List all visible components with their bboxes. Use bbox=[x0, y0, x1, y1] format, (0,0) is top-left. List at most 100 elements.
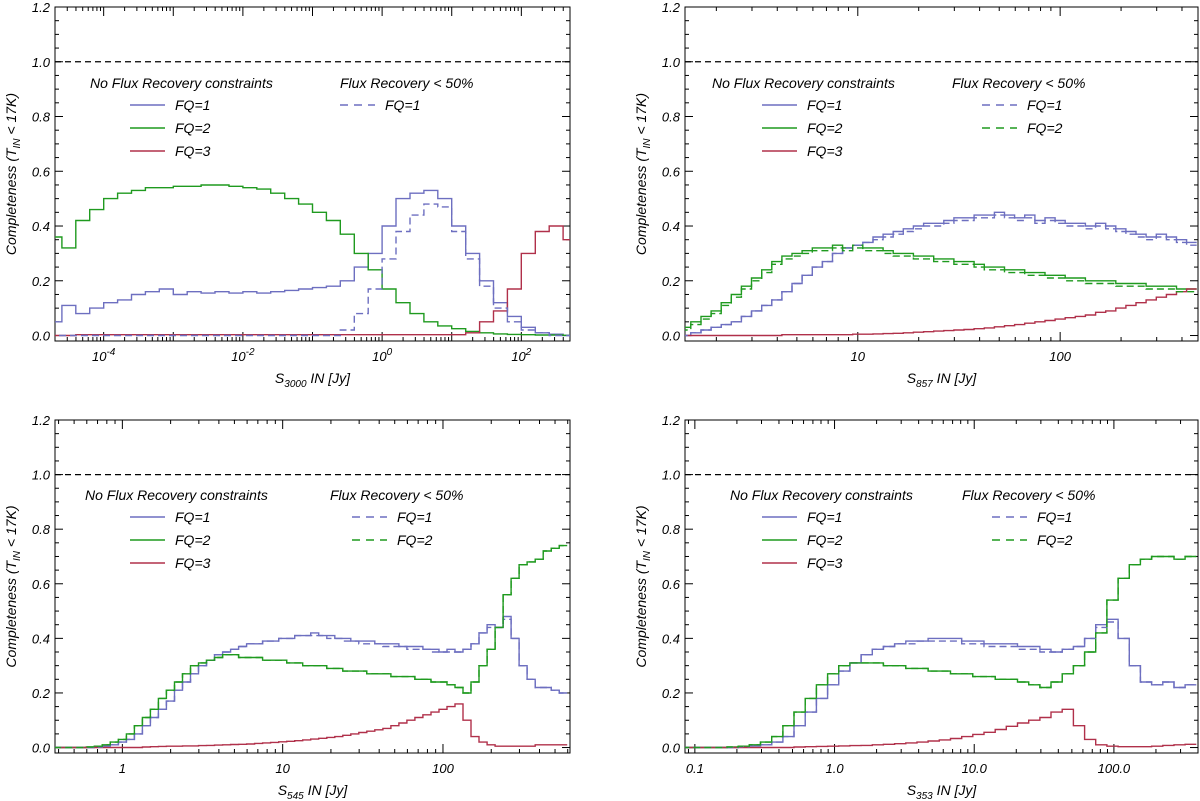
x-tick-label: 10-4 bbox=[92, 347, 116, 364]
y-axis-label: Completeness (TIN < 17K) bbox=[3, 505, 23, 667]
y-tick-label: 0.8 bbox=[662, 522, 681, 537]
x-axis-label-subscript: 3000 bbox=[284, 379, 307, 390]
x-axis-label-symbol: S bbox=[278, 782, 288, 798]
legend-title-flux-recovery: Flux Recovery < 50% bbox=[330, 487, 463, 503]
x-tick-label: 100 bbox=[1049, 349, 1071, 364]
y-tick-label: 0.4 bbox=[32, 631, 50, 646]
series-fq1-solid bbox=[685, 211, 1197, 337]
y-axis-label-text: Completeness (T bbox=[633, 560, 649, 668]
series-fq2-solid bbox=[55, 544, 568, 749]
x-tick-label: 100 bbox=[432, 761, 454, 776]
y-tick-label: 1.0 bbox=[32, 468, 51, 483]
series-fq1-dashed bbox=[55, 618, 568, 749]
y-tick-label: 0.0 bbox=[662, 329, 681, 344]
y-tick-label: 1.2 bbox=[662, 413, 681, 428]
y-tick-label: 0.6 bbox=[662, 577, 681, 592]
legend-label: FQ=1 bbox=[807, 97, 842, 113]
series-fq2-solid bbox=[685, 555, 1197, 749]
x-axis-label-unit: IN [Jy] bbox=[307, 370, 352, 386]
x-tick-exponent: 2 bbox=[525, 347, 532, 358]
plot-frame bbox=[54, 419, 571, 754]
legend-label: FQ=1 bbox=[175, 97, 210, 113]
x-axis-label: S545 IN [Jy] bbox=[278, 782, 349, 801]
y-tick-label: 0.8 bbox=[32, 522, 51, 537]
y-tick-label: 0.0 bbox=[662, 741, 681, 756]
legend-label: FQ=1 bbox=[1037, 509, 1072, 525]
y-axis-label-tail: < 17K) bbox=[633, 505, 649, 551]
y-tick-label: 0.4 bbox=[662, 219, 680, 234]
series-fq1-solid bbox=[685, 618, 1197, 749]
legend-label: FQ=2 bbox=[807, 532, 843, 548]
y-tick-label: 0.6 bbox=[662, 164, 681, 179]
y-axis-label-subscript: IN bbox=[642, 138, 653, 149]
y-tick-label: 0.0 bbox=[32, 741, 51, 756]
legend-title-flux-recovery: Flux Recovery < 50% bbox=[340, 75, 473, 91]
y-axis-label-tail: < 17K) bbox=[3, 505, 19, 551]
y-tick-label: 1.0 bbox=[32, 55, 51, 70]
plot-frame bbox=[684, 419, 1199, 754]
x-axis-label: S353 IN [Jy] bbox=[907, 782, 978, 801]
legend-label: FQ=2 bbox=[175, 532, 211, 548]
x-tick-text: 10 bbox=[851, 349, 866, 364]
y-tick-label: 0.2 bbox=[32, 686, 51, 701]
legend-title-no-constraints: No Flux Recovery constraints bbox=[90, 75, 273, 91]
y-axis-label: Completeness (TIN < 17K) bbox=[633, 93, 653, 255]
x-axis-label-subscript: 353 bbox=[916, 791, 933, 801]
x-tick-base: 10 bbox=[231, 349, 246, 364]
series-group bbox=[55, 544, 568, 749]
x-axis-label: S3000 IN [Jy] bbox=[275, 370, 351, 390]
y-tick-label: 0.4 bbox=[32, 219, 50, 234]
y-axis-label-text: Completeness (T bbox=[633, 147, 649, 255]
legend-label: FQ=2 bbox=[175, 120, 211, 136]
series-group bbox=[55, 184, 570, 337]
y-axis-label-text: Completeness (T bbox=[3, 147, 19, 255]
x-axis-label-subscript: 857 bbox=[916, 379, 933, 390]
legend-label: FQ=1 bbox=[175, 509, 210, 525]
y-axis-label-subscript: IN bbox=[12, 550, 23, 561]
series-fq2-dashed bbox=[685, 247, 1197, 331]
y-tick-label: 0.6 bbox=[32, 164, 51, 179]
panel-3: 0.0 0.2 0.4 0.6 0.8 1.0 1.2 1 10 100 S545 IN [Jy] C… bbox=[3, 413, 571, 801]
x-tick-base: 10 bbox=[92, 349, 107, 364]
y-axis-label-tail: < 17K) bbox=[3, 93, 19, 139]
x-tick-text: 100.0 bbox=[1098, 761, 1131, 776]
x-tick-label: 100 bbox=[372, 347, 392, 364]
y-tick-label: 1.2 bbox=[32, 0, 51, 15]
legend-title-flux-recovery: Flux Recovery < 50% bbox=[962, 487, 1095, 503]
legend-label: FQ=2 bbox=[807, 120, 843, 136]
x-axis-label-unit: IN [Jy] bbox=[304, 782, 349, 798]
x-tick-base: 10 bbox=[372, 349, 387, 364]
legend-label: FQ=1 bbox=[397, 509, 432, 525]
x-axis-label-symbol: S bbox=[275, 370, 285, 386]
x-tick-text: 10.0 bbox=[962, 761, 988, 776]
y-tick-label: 0.8 bbox=[32, 110, 51, 125]
y-tick-label: 0.4 bbox=[662, 631, 680, 646]
x-axis-label-symbol: S bbox=[907, 370, 917, 386]
legend-label: FQ=1 bbox=[1027, 97, 1062, 113]
series-fq3-solid bbox=[55, 225, 570, 337]
x-tick-text: 10 bbox=[275, 761, 290, 776]
legend-label: FQ=3 bbox=[807, 555, 843, 571]
x-axis-label: S857 IN [Jy] bbox=[907, 370, 978, 390]
series-fq3-solid bbox=[685, 708, 1197, 749]
legend-label: FQ=3 bbox=[175, 143, 211, 159]
y-tick-label: 1.2 bbox=[662, 0, 681, 15]
series-group bbox=[685, 211, 1197, 337]
legend-label: FQ=2 bbox=[1037, 532, 1073, 548]
legend-title-no-constraints: No Flux Recovery constraints bbox=[85, 487, 268, 503]
x-tick-exponent: 0 bbox=[387, 347, 393, 358]
legend-label: FQ=1 bbox=[385, 97, 420, 113]
x-axis-label-unit: IN [Jy] bbox=[933, 370, 978, 386]
series-fq1-dashed bbox=[55, 203, 570, 337]
series-fq2-solid bbox=[685, 244, 1197, 328]
series-fq2-dashed bbox=[55, 544, 568, 749]
panel-2: 0.0 0.2 0.4 0.6 0.8 1.0 1.2 10 100 S857 IN [Jy] Co… bbox=[633, 0, 1199, 390]
y-tick-label: 0.2 bbox=[662, 274, 681, 289]
x-tick-base: 10 bbox=[511, 349, 526, 364]
y-axis-label-tail: < 17K) bbox=[633, 93, 649, 139]
series-group bbox=[685, 555, 1197, 749]
x-tick-text: 100 bbox=[1049, 349, 1071, 364]
x-tick-label: 10-2 bbox=[231, 347, 255, 364]
legend-label: FQ=3 bbox=[807, 143, 843, 159]
